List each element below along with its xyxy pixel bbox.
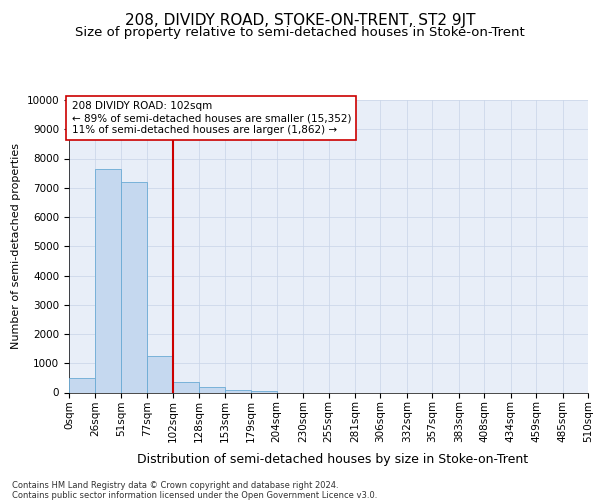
Bar (95, 168, 121, 392)
Bar (251, 391, 277, 392)
Text: 208 DIVIDY ROAD: 102sqm
← 89% of semi-detached houses are smaller (15,352)
11% o: 208 DIVIDY ROAD: 102sqm ← 89% of semi-de… (71, 102, 351, 134)
Bar (148, 356, 173, 393)
Bar (121, 182, 148, 392)
Bar (224, 390, 251, 392)
Bar (69, 378, 95, 392)
Text: Contains HM Land Registry data © Crown copyright and database right 2024.: Contains HM Land Registry data © Crown c… (12, 481, 338, 490)
Bar (173, 382, 199, 392)
Text: Size of property relative to semi-detached houses in Stoke-on-Trent: Size of property relative to semi-detach… (75, 26, 525, 39)
Y-axis label: Number of semi-detached properties: Number of semi-detached properties (11, 143, 21, 350)
Text: Contains public sector information licensed under the Open Government Licence v3: Contains public sector information licen… (12, 491, 377, 500)
Bar (199, 388, 224, 392)
Text: Distribution of semi-detached houses by size in Stoke-on-Trent: Distribution of semi-detached houses by … (137, 452, 529, 466)
Text: 208, DIVIDY ROAD, STOKE-ON-TRENT, ST2 9JT: 208, DIVIDY ROAD, STOKE-ON-TRENT, ST2 9J… (125, 12, 475, 28)
